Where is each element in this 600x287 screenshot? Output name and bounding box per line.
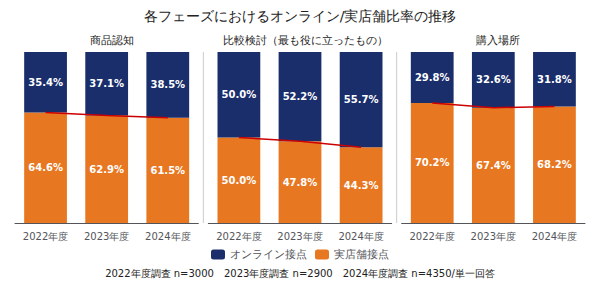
svg-text:2023年度: 2023年度 (471, 231, 516, 242)
svg-text:37.1%: 37.1% (89, 78, 124, 89)
svg-text:各フェーズにおけるオンライン/実店舗比率の推移: 各フェーズにおけるオンライン/実店舗比率の推移 (144, 8, 457, 24)
svg-text:2023年度: 2023年度 (277, 231, 322, 242)
svg-text:オンライン接点: オンライン接点 (230, 248, 307, 261)
svg-text:29.8%: 29.8% (415, 72, 450, 83)
svg-text:70.2%: 70.2% (415, 157, 450, 168)
svg-text:2022年度調査 n=3000 2023年度調査 n=290: 2022年度調査 n=3000 2023年度調査 n=2900 2024年度調査… (105, 268, 495, 279)
svg-text:比較検討（最も役に立ったもの）: 比較検討（最も役に立ったもの） (223, 34, 388, 47)
svg-text:67.4%: 67.4% (476, 160, 511, 171)
svg-text:31.8%: 31.8% (537, 74, 572, 85)
svg-text:50.0%: 50.0% (222, 89, 257, 100)
svg-text:2023年度: 2023年度 (84, 231, 129, 242)
svg-text:2022年度: 2022年度 (23, 231, 68, 242)
svg-text:55.7%: 55.7% (344, 94, 379, 105)
svg-text:38.5%: 38.5% (150, 79, 185, 90)
svg-text:62.9%: 62.9% (89, 164, 124, 175)
svg-text:2024年度: 2024年度 (532, 231, 577, 242)
svg-text:68.2%: 68.2% (537, 159, 572, 170)
svg-text:購入場所: 購入場所 (476, 34, 520, 47)
svg-text:64.6%: 64.6% (28, 162, 63, 173)
svg-text:52.2%: 52.2% (283, 91, 318, 102)
svg-text:2022年度: 2022年度 (216, 231, 261, 242)
svg-text:2024年度: 2024年度 (145, 231, 190, 242)
svg-text:47.8%: 47.8% (283, 177, 318, 188)
svg-text:44.3%: 44.3% (344, 180, 379, 191)
svg-text:32.6%: 32.6% (476, 74, 511, 85)
svg-text:2024年度: 2024年度 (338, 231, 383, 242)
svg-text:35.4%: 35.4% (28, 77, 63, 88)
svg-text:61.5%: 61.5% (150, 165, 185, 176)
svg-text:商品認知: 商品認知 (90, 34, 134, 47)
svg-text:50.0%: 50.0% (222, 175, 257, 186)
svg-text:2022年度: 2022年度 (409, 231, 454, 242)
svg-text:実店舗接点: 実店舗接点 (334, 248, 389, 261)
